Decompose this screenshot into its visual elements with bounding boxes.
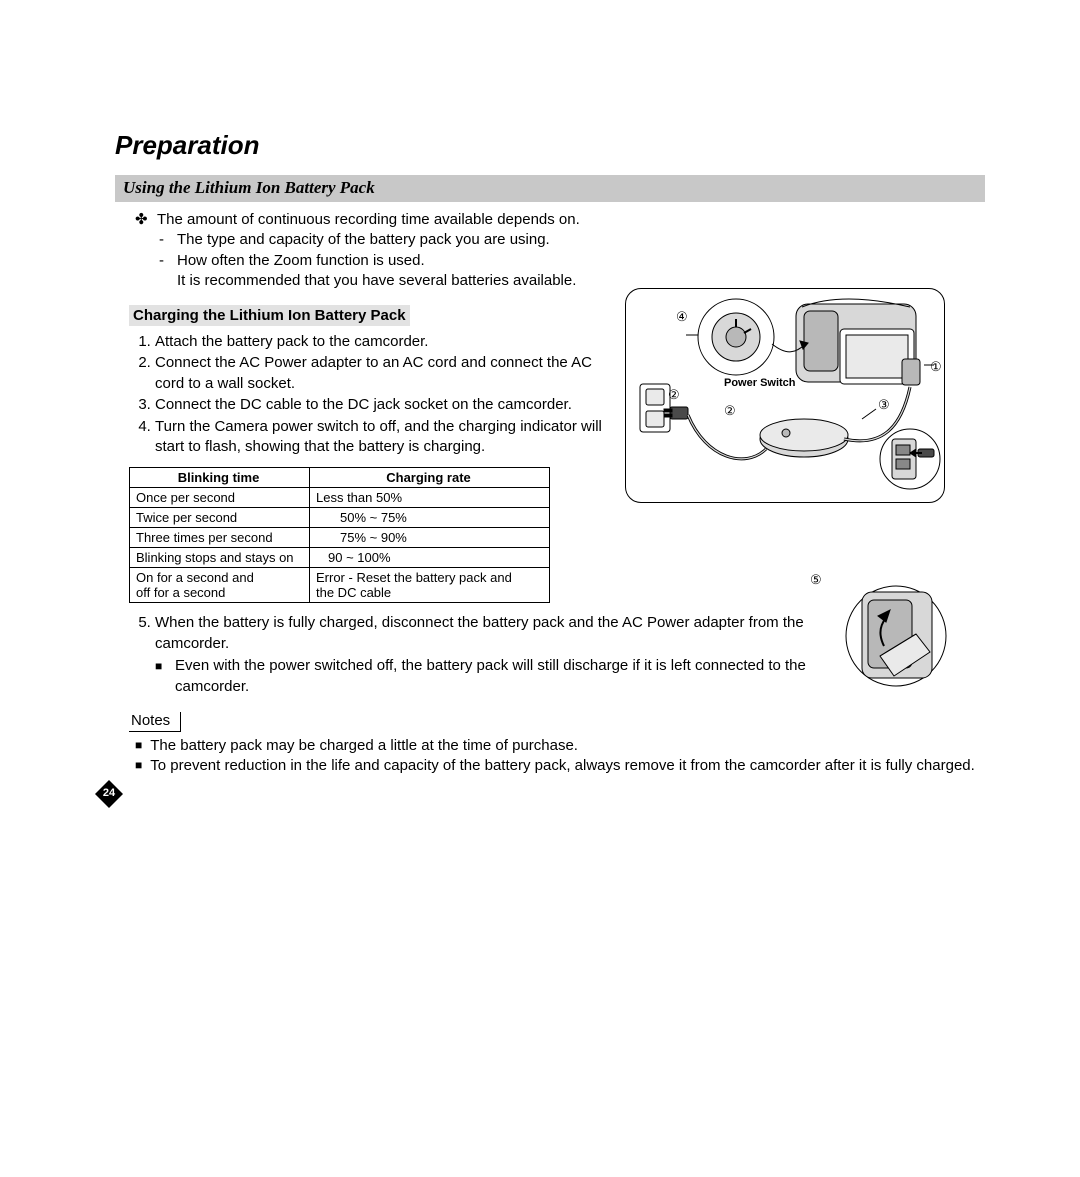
intro-line: The amount of continuous recording time … xyxy=(157,210,580,230)
cell-blink: Three times per second xyxy=(130,528,310,548)
step5-sub-row: ■ Even with the power switched off, the … xyxy=(155,656,815,697)
intro-block: ✤ The amount of continuous recording tim… xyxy=(115,210,985,291)
step-4: Turn the Camera power switch to off, and… xyxy=(155,417,620,458)
intro-sub2-row: - How often the Zoom function is used. I… xyxy=(115,251,985,292)
square-bullet-marker: ■ xyxy=(155,656,175,697)
page-number-badge: 24 xyxy=(95,780,123,808)
dash-marker: - xyxy=(159,230,177,250)
callout-2: ② xyxy=(668,387,680,403)
note-2: To prevent reduction in the life and cap… xyxy=(135,756,985,776)
cell-blink: Once per second xyxy=(130,488,310,508)
steps-wrap: Attach the battery pack to the camcorder… xyxy=(115,332,620,457)
cell-rate: 50% ~ 75% xyxy=(310,508,550,528)
step5-list: When the battery is fully charged, disco… xyxy=(115,613,815,697)
th-charging-rate: Charging rate xyxy=(310,468,550,488)
charging-heading: Charging the Lithium Ion Battery Pack xyxy=(129,305,410,326)
cell-rate: 75% ~ 90% xyxy=(310,528,550,548)
table-row: Once per second Less than 50% xyxy=(130,488,550,508)
step-1: Attach the battery pack to the camcorder… xyxy=(155,332,620,352)
page-number: 24 xyxy=(95,780,123,806)
callout-1: ① xyxy=(930,359,942,375)
figure-charging-diagram: Power Switch ④ ② ② ③ ① xyxy=(625,288,945,503)
callout-3: ③ xyxy=(878,397,890,413)
page-title: Preparation xyxy=(115,130,985,161)
notes-label-wrap: Notes xyxy=(115,698,985,736)
table-row: Twice per second 50% ~ 75% xyxy=(130,508,550,528)
dash-marker: - xyxy=(159,251,177,292)
cell-rate: Error - Reset the battery pack and the D… xyxy=(310,568,550,603)
table-header-row: Blinking time Charging rate xyxy=(130,468,550,488)
step5-text: When the battery is fully charged, disco… xyxy=(155,614,804,651)
label-power-switch: Power Switch xyxy=(724,377,796,389)
page-root: Preparation Using the Lithium Ion Batter… xyxy=(0,0,1080,1177)
step5-sub: Even with the power switched off, the ba… xyxy=(175,656,815,697)
cell-blink: Twice per second xyxy=(130,508,310,528)
intro-sub1: The type and capacity of the battery pac… xyxy=(177,230,550,250)
step-5: When the battery is fully charged, disco… xyxy=(155,613,815,697)
cell-rate: Less than 50% xyxy=(310,488,550,508)
intro-sub2-cont: It is recommended that you have several … xyxy=(177,272,576,289)
intro-bullet-row: ✤ The amount of continuous recording tim… xyxy=(115,210,985,230)
blinking-table: Blinking time Charging rate Once per sec… xyxy=(129,467,550,603)
cell-blink: On for a second and off for a second xyxy=(130,568,310,603)
th-blinking-time: Blinking time xyxy=(130,468,310,488)
steps-list: Attach the battery pack to the camcorder… xyxy=(115,332,620,457)
notes-block: The battery pack may be charged a little… xyxy=(115,736,985,777)
step-3: Connect the DC cable to the DC jack sock… xyxy=(155,395,620,415)
cell-rate: 90 ~ 100% xyxy=(310,548,550,568)
intro-sub1-row: - The type and capacity of the battery p… xyxy=(115,230,985,250)
table-row: Three times per second 75% ~ 90% xyxy=(130,528,550,548)
battery-remove-svg xyxy=(828,560,948,690)
callout-5: ⑤ xyxy=(810,572,822,588)
notes-label: Notes xyxy=(129,712,181,732)
cell-blink: Blinking stops and stays on xyxy=(130,548,310,568)
intro-bullet-marker: ✤ xyxy=(135,210,157,230)
step-2: Connect the AC Power adapter to an AC co… xyxy=(155,353,620,394)
intro-sub2: How often the Zoom function is used. xyxy=(177,252,425,269)
intro-sub2-wrap: How often the Zoom function is used. It … xyxy=(177,251,576,292)
figure-battery-remove: ⑤ xyxy=(828,560,948,690)
callout-2b: ② xyxy=(724,403,736,419)
table-row: Blinking stops and stays on 90 ~ 100% xyxy=(130,548,550,568)
callout-4: ④ xyxy=(676,309,688,325)
note-1: The battery pack may be charged a little… xyxy=(135,736,985,756)
table-row: On for a second and off for a second Err… xyxy=(130,568,550,603)
section-heading: Using the Lithium Ion Battery Pack xyxy=(115,175,985,202)
